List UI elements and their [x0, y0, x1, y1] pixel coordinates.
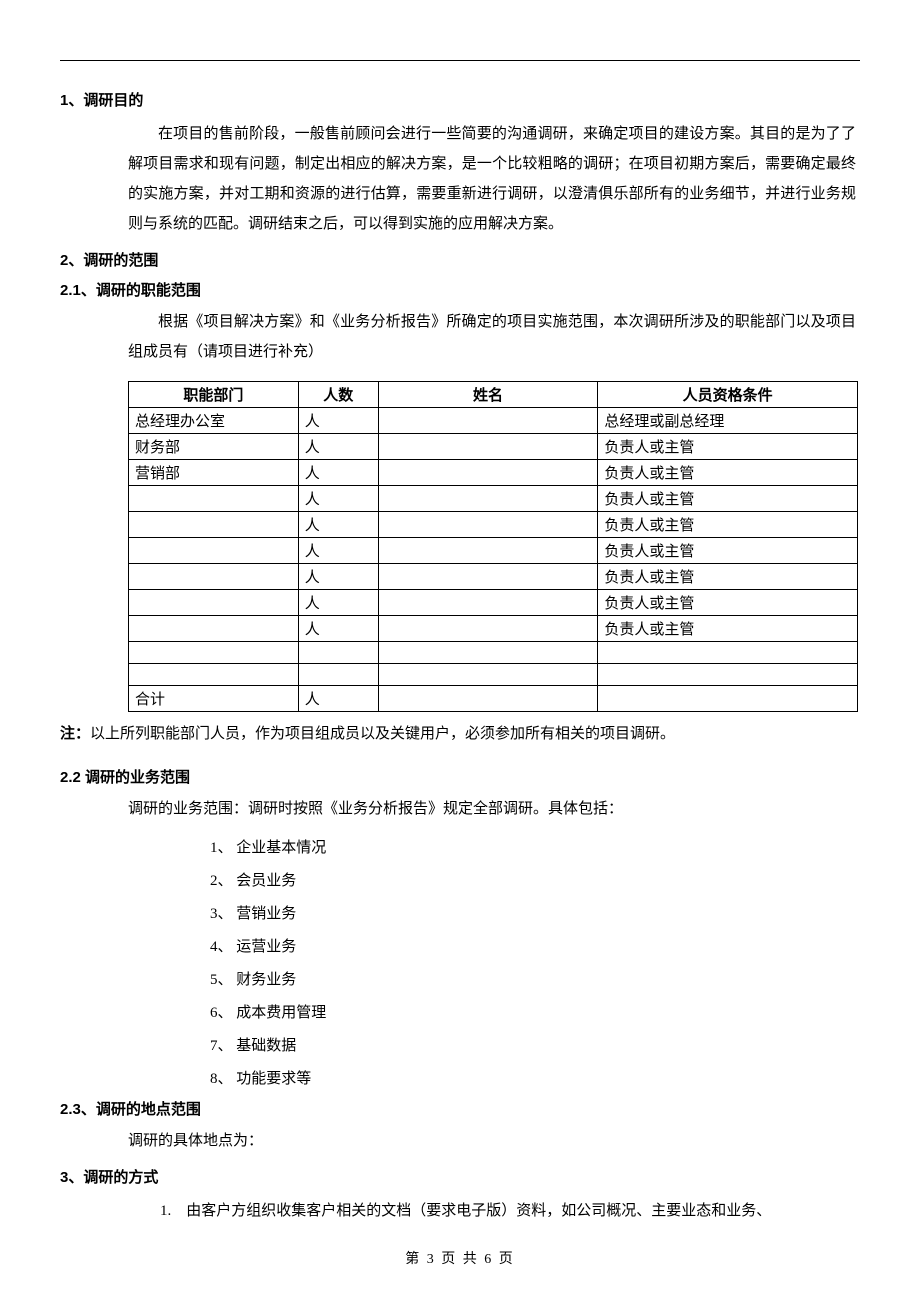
table-cell-name: [378, 686, 598, 712]
table-row: 人 负责人或主管: [129, 564, 858, 590]
heading-3: 3、调研的方式: [60, 1166, 860, 1190]
paragraph-scope-intro: 根据《项目解决方案》和《业务分析报告》所确定的项目实施范围，本次调研所涉及的职能…: [60, 307, 860, 367]
note-label: 注：: [60, 725, 90, 742]
th-name: 姓名: [378, 382, 598, 408]
table-cell-name: [378, 616, 598, 642]
table-row: 人 负责人或主管: [129, 616, 858, 642]
table-cell-qual: [598, 642, 858, 664]
table-cell-dept: 总经理办公室: [129, 408, 299, 434]
method-1-text: 由客户方组织收集客户相关的文档（要求电子版）资料，如公司概况、主要业态和业务、: [186, 1203, 771, 1219]
table-cell-qual: 负责人或主管: [598, 590, 858, 616]
business-scope-list: 企业基本情况会员业务营销业务运营业务财务业务成本费用管理基础数据功能要求等: [60, 832, 860, 1096]
table-cell-count: 人: [298, 538, 378, 564]
page-footer: 第 3 页 共 6 页: [0, 1248, 920, 1268]
heading-2-1: 2.1、调研的职能范围: [60, 279, 860, 303]
table-cell-count: 人: [298, 434, 378, 460]
table-cell-qual: 负责人或主管: [598, 434, 858, 460]
table-cell-name: [378, 408, 598, 434]
location-intro: 调研的具体地点为：: [60, 1126, 860, 1156]
th-qualification: 人员资格条件: [598, 382, 858, 408]
table-cell-count: [298, 664, 378, 686]
list-item: 基础数据: [210, 1030, 860, 1063]
table-cell-dept: [129, 590, 299, 616]
table-cell-qual: 负责人或主管: [598, 538, 858, 564]
list-item: 运营业务: [210, 931, 860, 964]
table-row: 财务部人 负责人或主管: [129, 434, 858, 460]
table-row: 合计人: [129, 686, 858, 712]
table-cell-name: [378, 564, 598, 590]
table-cell-count: 人: [298, 590, 378, 616]
method-item-1: 1. 由客户方组织收集客户相关的文档（要求电子版）资料，如公司概况、主要业态和业…: [60, 1196, 860, 1226]
table-cell-count: 人: [298, 486, 378, 512]
table-cell-name: [378, 590, 598, 616]
table-cell-count: 人: [298, 564, 378, 590]
table-header-row: 职能部门 人数 姓名 人员资格条件: [129, 382, 858, 408]
table-cell-name: [378, 460, 598, 486]
table-cell-dept: 合计: [129, 686, 299, 712]
table-cell-dept: [129, 564, 299, 590]
table-cell-qual: 负责人或主管: [598, 460, 858, 486]
table-cell-qual: [598, 664, 858, 686]
list-item: 营销业务: [210, 898, 860, 931]
table-cell-qual: [598, 686, 858, 712]
table-cell-name: [378, 642, 598, 664]
heading-2: 2、调研的范围: [60, 249, 860, 273]
table-cell-name: [378, 664, 598, 686]
table-cell-dept: [129, 538, 299, 564]
table-cell-dept: 财务部: [129, 434, 299, 460]
table-cell-count: 人: [298, 616, 378, 642]
table-row: 总经理办公室人 总经理或副总经理: [129, 408, 858, 434]
table-row: 人 负责人或主管: [129, 590, 858, 616]
table-row: [129, 664, 858, 686]
list-item: 财务业务: [210, 964, 860, 997]
heading-2-3: 2.3、调研的地点范围: [60, 1098, 860, 1122]
table-cell-name: [378, 434, 598, 460]
th-department: 职能部门: [129, 382, 299, 408]
heading-2-2: 2.2 调研的业务范围: [60, 766, 860, 790]
paragraph-purpose: 在项目的售前阶段，一般售前顾问会进行一些简要的沟通调研，来确定项目的建设方案。其…: [60, 119, 860, 239]
table-cell-dept: [129, 664, 299, 686]
table-cell-name: [378, 512, 598, 538]
document-page: 1、调研目的 在项目的售前阶段，一般售前顾问会进行一些简要的沟通调研，来确定项目…: [0, 0, 920, 1302]
table-note: 注：以上所列职能部门人员，作为项目组成员以及关键用户，必须参加所有相关的项目调研…: [60, 720, 860, 748]
table-cell-dept: 营销部: [129, 460, 299, 486]
table-cell-count: 人: [298, 408, 378, 434]
list-item: 企业基本情况: [210, 832, 860, 865]
list-item: 会员业务: [210, 865, 860, 898]
table-cell-qual: 负责人或主管: [598, 564, 858, 590]
method-1-prefix: 1.: [160, 1203, 186, 1219]
table-cell-dept: [129, 642, 299, 664]
table-cell-dept: [129, 486, 299, 512]
note-body: 以上所列职能部门人员，作为项目组成员以及关键用户，必须参加所有相关的项目调研。: [90, 726, 675, 742]
table-cell-qual: 总经理或副总经理: [598, 408, 858, 434]
list-item: 功能要求等: [210, 1063, 860, 1096]
table-cell-count: 人: [298, 460, 378, 486]
table-cell-count: 人: [298, 512, 378, 538]
table-row: 营销部人 负责人或主管: [129, 460, 858, 486]
list-item: 成本费用管理: [210, 997, 860, 1030]
table-cell-qual: 负责人或主管: [598, 512, 858, 538]
table-cell-count: [298, 642, 378, 664]
table-row: 人 负责人或主管: [129, 538, 858, 564]
table-cell-name: [378, 538, 598, 564]
table-cell-qual: 负责人或主管: [598, 616, 858, 642]
table-cell-qual: 负责人或主管: [598, 486, 858, 512]
table-row: [129, 642, 858, 664]
department-table: 职能部门 人数 姓名 人员资格条件 总经理办公室人总经理或副总经理财务部人负责人…: [128, 381, 858, 712]
table-cell-name: [378, 486, 598, 512]
heading-1: 1、调研目的: [60, 89, 860, 113]
table-cell-dept: [129, 512, 299, 538]
table-cell-dept: [129, 616, 299, 642]
table-cell-count: 人: [298, 686, 378, 712]
biz-scope-intro: 调研的业务范围：调研时按照《业务分析报告》规定全部调研。具体包括：: [60, 794, 860, 824]
th-count: 人数: [298, 382, 378, 408]
table-row: 人 负责人或主管: [129, 486, 858, 512]
top-horizontal-rule: [60, 60, 860, 61]
table-row: 人 负责人或主管: [129, 512, 858, 538]
